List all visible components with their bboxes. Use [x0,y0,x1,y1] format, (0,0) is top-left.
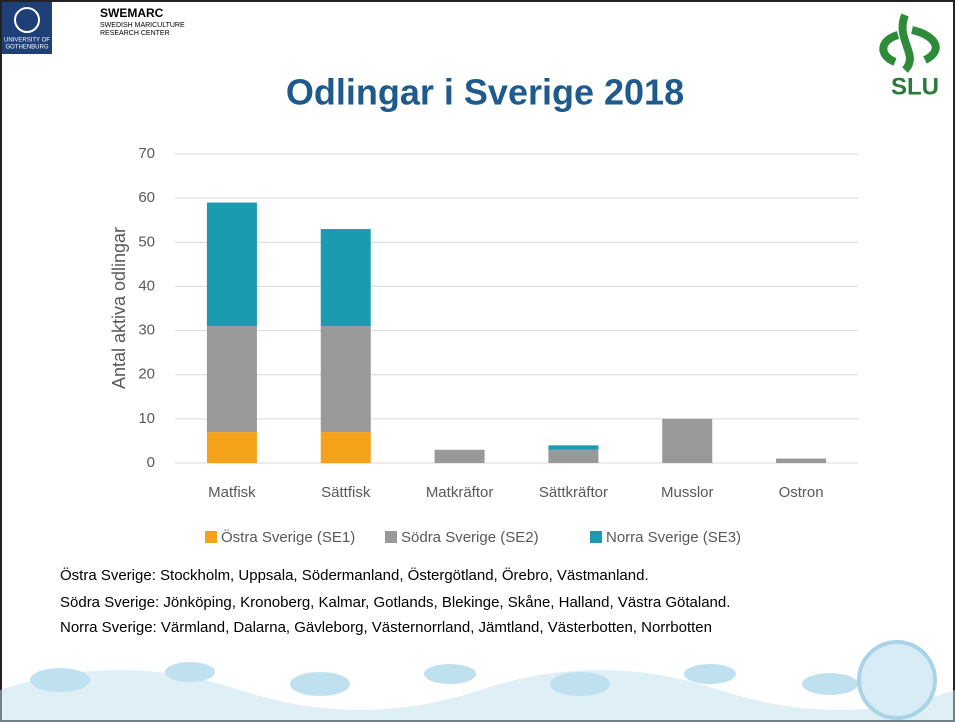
bar-segment [776,458,827,463]
bar-segment [548,449,599,463]
bar-segment [662,418,713,463]
center-name: SWEMARC [100,6,164,20]
slu-logo [879,13,940,73]
bar-segment [206,326,257,433]
legend-swatch [205,531,217,543]
y-tick-label: 0 [147,454,155,471]
y-tick-label: 40 [138,277,155,294]
bar-segment [434,449,485,463]
legend-label: Södra Sverige (SE2) [401,529,539,546]
legend-label: Östra Sverige (SE1) [221,528,355,546]
center-subtitle: RESEARCH CENTER [100,30,170,37]
x-tick-label: Musslor [661,484,714,501]
x-tick-label: Matkräftor [426,484,494,501]
bar-segment [206,432,257,463]
university-name: GOTHENBURG [5,45,48,51]
bar-segment [320,432,371,463]
university-name: UNIVERSITY OF [4,38,50,44]
note: Norra Sverige: Värmland, Dalarna, Gävleb… [60,619,712,636]
note: Östra Sverige: Stockholm, Uppsala, Söder… [60,566,649,584]
bar-segment [206,202,257,327]
y-tick-label: 20 [138,366,155,383]
legend-swatch [385,531,397,543]
y-tick-label: 50 [138,233,155,250]
y-tick-label: 30 [138,322,155,339]
y-tick-label: 10 [138,410,155,427]
x-tick-label: Sättfisk [321,484,371,501]
legend-label: Norra Sverige (SE3) [606,529,741,546]
bar-segment [320,326,371,433]
slu-text: SLU [891,73,939,100]
university-logo [2,2,52,54]
decoration-band [0,640,955,722]
bar-segment [320,229,371,327]
university-emblem [14,7,40,33]
bar-segment [548,445,599,450]
x-tick-label: Ostron [779,484,824,501]
x-tick-label: Matfisk [208,484,256,501]
y-axis-label: Antal aktiva odlingar [109,227,129,389]
note: Södra Sverige: Jönköping, Kronoberg, Kal… [60,594,730,611]
y-tick-label: 60 [138,189,155,206]
x-tick-label: Sättkräftor [539,484,608,501]
center-subtitle: SWEDISH MARICULTURE [100,22,185,29]
y-tick-label: 70 [138,145,155,162]
legend-swatch [590,531,602,543]
chart-title: Odlingar i Sverige 2018 [286,72,684,113]
